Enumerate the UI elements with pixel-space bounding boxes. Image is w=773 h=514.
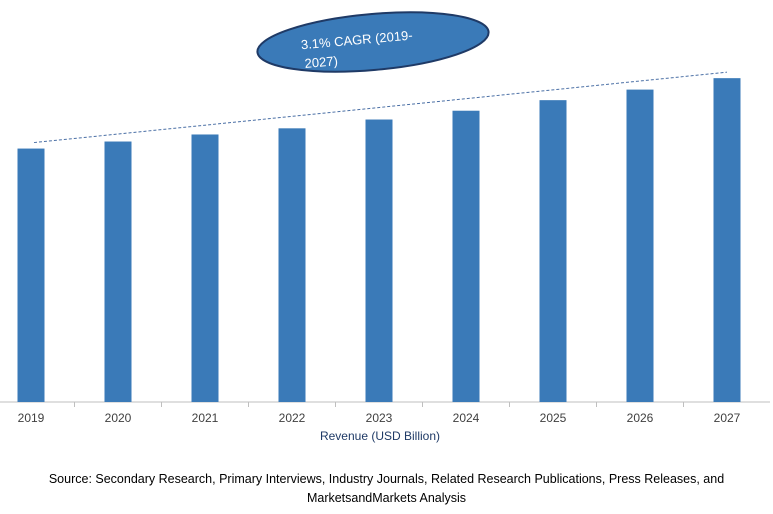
bar-2020: [104, 141, 132, 402]
x-tick-label: 2022: [279, 411, 306, 425]
x-tick-label: 2027: [714, 411, 741, 425]
cagr-trend-line: [33, 71, 728, 144]
bar-2019: [17, 148, 45, 402]
bar-2022: [278, 128, 306, 402]
bar-2026: [626, 89, 654, 402]
cagr-annotation-bubble: [256, 11, 490, 73]
x-tick-label: 2024: [453, 411, 480, 425]
x-tick-label: 2025: [540, 411, 567, 425]
bar-2021: [191, 134, 219, 403]
x-tick-label: 2023: [366, 411, 393, 425]
x-tick-label: 2026: [627, 411, 654, 425]
x-tick-label: 2019: [18, 411, 45, 425]
bar-2024: [452, 110, 480, 402]
source-note-line-2: MarketsandMarkets Analysis: [306, 491, 467, 505]
bar-2023: [365, 119, 393, 403]
x-axis-label: Revenue (USD Billion): [320, 429, 440, 443]
source-note-line-1: Source: Secondary Research, Primary Inte…: [48, 472, 725, 486]
bar-2025: [539, 100, 567, 402]
x-tick-label: 2020: [105, 411, 132, 425]
bar-2027: [713, 78, 741, 402]
x-tick-label: 2021: [192, 411, 219, 425]
